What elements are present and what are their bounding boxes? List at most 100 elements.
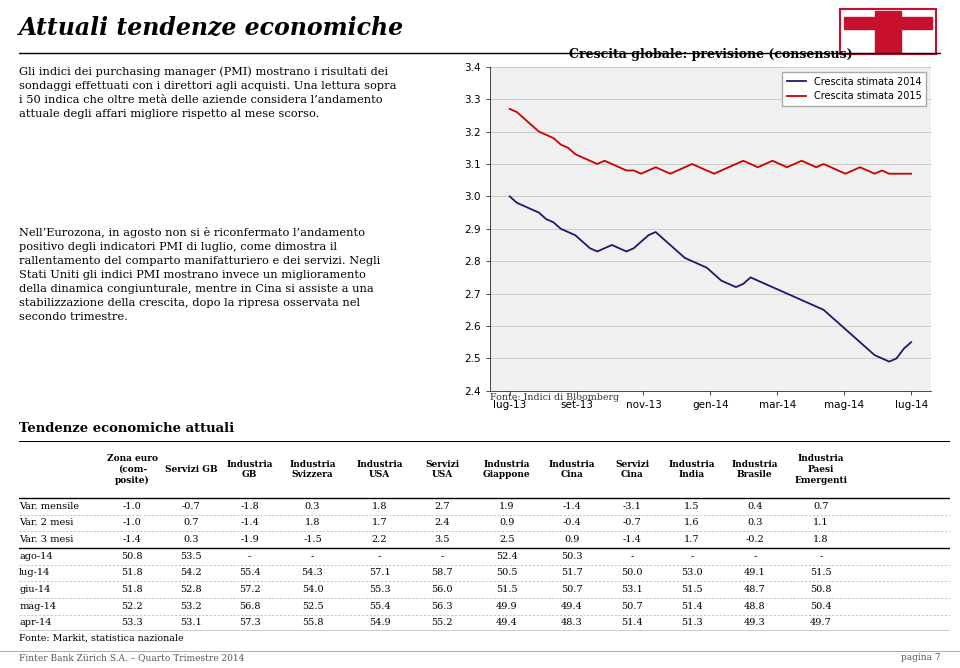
Text: 0.4: 0.4	[747, 502, 762, 511]
Text: -0.7: -0.7	[623, 518, 642, 528]
Text: 0.9: 0.9	[499, 518, 515, 528]
Bar	[844, 17, 932, 29]
Text: 51.5: 51.5	[682, 585, 703, 594]
Text: 48.3: 48.3	[561, 619, 583, 627]
Text: 54.0: 54.0	[301, 585, 324, 594]
Text: 0.3: 0.3	[747, 518, 762, 528]
Text: 55.8: 55.8	[301, 619, 324, 627]
Text: -: -	[754, 552, 756, 561]
Text: -0.4: -0.4	[563, 518, 581, 528]
Text: -1.5: -1.5	[303, 535, 322, 544]
Text: 1.7: 1.7	[372, 518, 388, 528]
Text: -1.4: -1.4	[123, 535, 142, 544]
Text: 54.9: 54.9	[369, 619, 391, 627]
Text: -: -	[819, 552, 823, 561]
Text: -0.2: -0.2	[746, 535, 764, 544]
Text: -1.0: -1.0	[123, 518, 142, 528]
Text: 56.0: 56.0	[432, 585, 453, 594]
Text: 57.1: 57.1	[369, 568, 391, 577]
Text: Servizi
Cina: Servizi Cina	[615, 460, 650, 480]
Text: 52.8: 52.8	[180, 585, 202, 594]
Text: Industria
Cina: Industria Cina	[548, 460, 595, 480]
Text: Industria
Svizzera: Industria Svizzera	[289, 460, 336, 480]
Text: -: -	[311, 552, 314, 561]
Legend: Crescita stimata 2014, Crescita stimata 2015: Crescita stimata 2014, Crescita stimata …	[781, 71, 926, 106]
Text: 53.1: 53.1	[180, 619, 202, 627]
Text: -0.7: -0.7	[181, 502, 201, 511]
Text: 50.7: 50.7	[561, 585, 583, 594]
Text: 50.7: 50.7	[621, 602, 643, 611]
Text: mag-14: mag-14	[19, 602, 57, 611]
Text: 49.1: 49.1	[744, 568, 766, 577]
Text: pagina 7: pagina 7	[901, 653, 941, 663]
Text: 0.3: 0.3	[183, 535, 199, 544]
Text: 55.3: 55.3	[369, 585, 391, 594]
Text: 2.2: 2.2	[372, 535, 388, 544]
Text: -1.0: -1.0	[123, 502, 142, 511]
Text: 55.2: 55.2	[432, 619, 453, 627]
Text: 55.4: 55.4	[239, 568, 260, 577]
Text: -1.4: -1.4	[563, 502, 582, 511]
Text: 49.3: 49.3	[744, 619, 766, 627]
Text: -1.4: -1.4	[240, 518, 259, 528]
Text: 2.7: 2.7	[435, 502, 450, 511]
Text: 51.5: 51.5	[810, 568, 831, 577]
Text: 55.4: 55.4	[369, 602, 391, 611]
Text: -1.8: -1.8	[240, 502, 259, 511]
Text: Var. mensile: Var. mensile	[19, 502, 80, 511]
Text: 50.5: 50.5	[496, 568, 517, 577]
Text: 1.8: 1.8	[372, 502, 387, 511]
Text: -: -	[378, 552, 381, 561]
Text: 50.0: 50.0	[622, 568, 643, 577]
Text: 54.2: 54.2	[180, 568, 202, 577]
Text: -: -	[248, 552, 252, 561]
Text: 1.8: 1.8	[813, 535, 828, 544]
Text: 57.2: 57.2	[239, 585, 260, 594]
Text: 49.4: 49.4	[561, 602, 583, 611]
Text: Industria
Brasile: Industria Brasile	[732, 460, 779, 480]
Text: 1.6: 1.6	[684, 518, 700, 528]
Text: Tendenze economiche attuali: Tendenze economiche attuali	[19, 422, 234, 434]
Text: 1.7: 1.7	[684, 535, 700, 544]
Text: 52.5: 52.5	[301, 602, 324, 611]
Text: -: -	[441, 552, 444, 561]
Text: Industria
India: Industria India	[669, 460, 715, 480]
Text: Nell’Eurozona, in agosto non si è riconfermato l’andamento
positivo degli indica: Nell’Eurozona, in agosto non si è riconf…	[19, 227, 380, 322]
Text: 54.3: 54.3	[301, 568, 324, 577]
Text: 50.8: 50.8	[810, 585, 831, 594]
Text: 1.9: 1.9	[499, 502, 515, 511]
Bar	[876, 11, 900, 53]
Text: Attuali tendenze economiche: Attuali tendenze economiche	[19, 17, 404, 40]
Text: -: -	[631, 552, 634, 561]
Text: 56.8: 56.8	[239, 602, 260, 611]
Text: ago-14: ago-14	[19, 552, 53, 561]
Text: 2.4: 2.4	[435, 518, 450, 528]
Text: Gli indici dei purchasing manager (PMI) mostrano i risultati dei
sondaggi effett: Gli indici dei purchasing manager (PMI) …	[19, 67, 396, 120]
Text: 0.7: 0.7	[813, 502, 828, 511]
Text: 0.9: 0.9	[564, 535, 580, 544]
Text: 51.4: 51.4	[621, 619, 643, 627]
Text: 50.4: 50.4	[810, 602, 831, 611]
Text: 50.8: 50.8	[122, 552, 143, 561]
Text: 51.4: 51.4	[681, 602, 703, 611]
Text: Fonte: Markit, statistica nazionale: Fonte: Markit, statistica nazionale	[19, 633, 183, 642]
Text: -3.1: -3.1	[623, 502, 642, 511]
Text: Fonte: Indici di Bloomberg: Fonte: Indici di Bloomberg	[490, 393, 619, 401]
Text: -: -	[690, 552, 694, 561]
Text: 49.9: 49.9	[496, 602, 517, 611]
Text: Servizi GB: Servizi GB	[165, 465, 217, 474]
Text: Industria
Paesi
Emergenti: Industria Paesi Emergenti	[795, 454, 848, 485]
Text: 1.1: 1.1	[813, 518, 828, 528]
Text: 49.7: 49.7	[810, 619, 831, 627]
Text: 51.7: 51.7	[561, 568, 583, 577]
Text: Industria
USA: Industria USA	[356, 460, 403, 480]
Text: 53.5: 53.5	[180, 552, 202, 561]
Text: 50.3: 50.3	[561, 552, 583, 561]
Text: 52.4: 52.4	[495, 552, 517, 561]
Text: Zona euro
(com-
posite): Zona euro (com- posite)	[107, 454, 157, 485]
Text: 53.3: 53.3	[122, 619, 143, 627]
Text: 51.3: 51.3	[681, 619, 703, 627]
Text: 51.8: 51.8	[122, 585, 143, 594]
Text: 53.0: 53.0	[682, 568, 703, 577]
Text: 53.1: 53.1	[621, 585, 643, 594]
